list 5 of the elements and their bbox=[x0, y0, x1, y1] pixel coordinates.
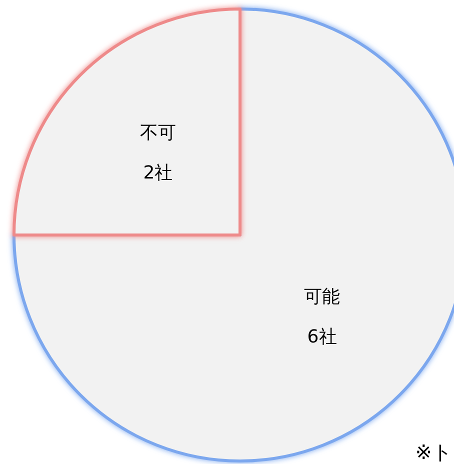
slice-label: 可能 bbox=[304, 286, 340, 308]
text: ※ト bbox=[415, 440, 452, 464]
data-label: 6社 bbox=[307, 326, 337, 348]
slice-label: 不可 bbox=[140, 122, 176, 144]
data-label: 2社 bbox=[143, 162, 173, 184]
